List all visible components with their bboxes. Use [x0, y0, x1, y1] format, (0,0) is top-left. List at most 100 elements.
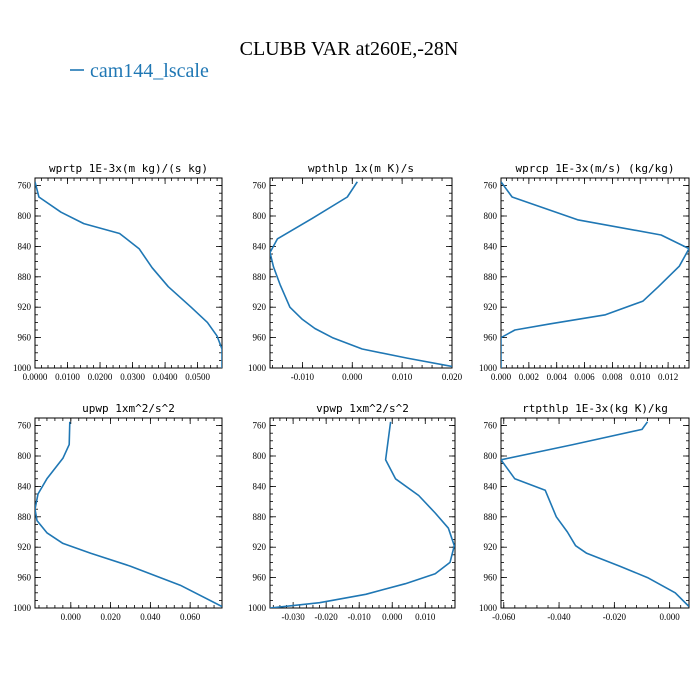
x-tick-label: 0.004: [547, 372, 568, 382]
panels: wprtp 1E-3x(m kg)/(s kg) 0.0000 0.0100 0.02…: [13, 162, 690, 622]
series-line-cam144_lscale: [270, 181, 452, 368]
y-tick-label: 840: [253, 481, 267, 491]
x-tick-label: 0.0200: [88, 372, 113, 382]
x-tick-label: -0.020: [603, 612, 627, 622]
panel-6: rtpthlp 1E-3x(kg K)/kg -0.060 -0.040 -0.020…: [479, 402, 690, 622]
y-tick-label: 880: [253, 272, 267, 282]
y-tick-label: 880: [484, 512, 498, 522]
panel-title: wprcp 1E-3x(m/s) (kg/kg): [516, 162, 675, 175]
legend-label: cam144_lscale: [90, 60, 209, 82]
y-tick-label: 800: [253, 451, 267, 461]
x-tick-label: 0.000: [491, 372, 512, 382]
y-tick-label: 840: [484, 481, 498, 491]
y-tick-label: 760: [253, 181, 267, 191]
x-tick-label: -0.010: [291, 372, 315, 382]
x-tick-label: 0.012: [658, 372, 678, 382]
x-tick-label: 0.008: [602, 372, 623, 382]
y-tick-label: 760: [484, 421, 498, 431]
series-line-cam144_lscale: [35, 421, 222, 608]
panel-1: wprtp 1E-3x(m kg)/(s kg) 0.0000 0.0100 0.02…: [13, 162, 223, 382]
plot-frame: [34, 177, 223, 369]
y-tick-label: 880: [253, 512, 267, 522]
y-tick-label: 960: [253, 573, 267, 583]
y-tick-label: 960: [484, 333, 498, 343]
panel-title: vpwp 1xm^2/s^2: [316, 402, 409, 415]
y-tick-label: 800: [484, 211, 498, 221]
series-line-cam144_lscale: [35, 181, 222, 368]
x-tick-label: -0.010: [348, 612, 372, 622]
y-tick-label: 960: [484, 573, 498, 583]
y-tick-label: 760: [18, 421, 32, 431]
y-tick-label: 840: [18, 241, 32, 251]
x-tick-label: 0.040: [140, 612, 161, 622]
legend: cam144_lscale: [70, 60, 209, 82]
y-tick-label: 840: [18, 481, 32, 491]
x-tick-label: 0.000: [342, 372, 363, 382]
x-tick-label: 0.010: [630, 372, 651, 382]
figure-title: CLUBB VAR at260E,-28N: [240, 38, 459, 60]
y-tick-label: 1000: [13, 603, 32, 613]
y-tick-label: 1000: [479, 363, 498, 373]
panel-title: rtpthlp 1E-3x(kg K)/kg: [522, 402, 668, 415]
y-tick-label: 880: [484, 272, 498, 282]
y-tick-label: 920: [484, 302, 498, 312]
x-tick-label: -0.060: [492, 612, 516, 622]
y-tick-label: 800: [484, 451, 498, 461]
y-tick-label: 960: [18, 573, 32, 583]
series-line-cam144_lscale: [501, 181, 689, 368]
series-line-cam144_lscale: [501, 421, 689, 608]
panel-2: wpthlp 1x(m K)/s -0.010 0.000 0.010 0.020 760…: [248, 162, 463, 382]
y-tick-label: 920: [253, 302, 267, 312]
series-line-cam144_lscale: [270, 421, 455, 608]
x-tick-label: 0.010: [392, 372, 413, 382]
x-tick-label: 0.000: [660, 612, 681, 622]
y-tick-label: 800: [18, 451, 32, 461]
y-tick-label: 840: [253, 241, 267, 251]
y-tick-label: 920: [18, 542, 32, 552]
x-tick-label: 0.0300: [120, 372, 145, 382]
plot-frame: [269, 177, 453, 369]
x-tick-label: 0.000: [61, 612, 82, 622]
plot-frame: [500, 417, 690, 609]
y-tick-label: 1000: [479, 603, 498, 613]
y-tick-label: 800: [253, 211, 267, 221]
y-tick-label: 920: [18, 302, 32, 312]
y-tick-label: 920: [253, 542, 267, 552]
y-tick-label: 1000: [13, 363, 32, 373]
y-tick-label: 800: [18, 211, 32, 221]
x-tick-label: 0.010: [415, 612, 436, 622]
y-tick-label: 760: [484, 181, 498, 191]
panel-title: upwp 1xm^2/s^2: [82, 402, 175, 415]
y-tick-label: 960: [253, 333, 267, 343]
x-tick-label: 0.002: [519, 372, 539, 382]
y-tick-label: 920: [484, 542, 498, 552]
x-tick-label: -0.030: [282, 612, 306, 622]
y-tick-label: 760: [253, 421, 267, 431]
x-tick-label: -0.040: [547, 612, 571, 622]
y-tick-label: 880: [18, 272, 32, 282]
x-tick-label: 0.020: [100, 612, 121, 622]
y-tick-label: 1000: [248, 603, 267, 613]
x-tick-label: 0.0500: [185, 372, 210, 382]
x-tick-label: -0.020: [315, 612, 339, 622]
plot-frame: [500, 177, 690, 369]
y-tick-label: 880: [18, 512, 32, 522]
y-tick-label: 840: [484, 241, 498, 251]
panel-title: wprtp 1E-3x(m kg)/(s kg): [49, 162, 208, 175]
x-tick-label: 0.020: [442, 372, 463, 382]
plot-frame: [34, 417, 223, 609]
x-tick-label: 0.060: [180, 612, 201, 622]
panel-4: upwp 1xm^2/s^2 0.000 0.020 0.040 0.060 760 800…: [13, 402, 223, 622]
x-tick-label: 0.006: [574, 372, 595, 382]
y-tick-label: 960: [18, 333, 32, 343]
x-tick-label: 0.0000: [23, 372, 48, 382]
x-tick-label: 0.000: [382, 612, 403, 622]
y-tick-label: 760: [18, 181, 32, 191]
panel-5: vpwp 1xm^2/s^2 -0.030 -0.020 -0.010 0.000 0.0…: [248, 402, 456, 622]
x-tick-label: 0.0100: [55, 372, 80, 382]
plot-frame: [269, 417, 456, 609]
y-tick-label: 1000: [248, 363, 267, 373]
x-tick-label: 0.0400: [153, 372, 178, 382]
panel-title: wpthlp 1x(m K)/s: [308, 162, 414, 175]
